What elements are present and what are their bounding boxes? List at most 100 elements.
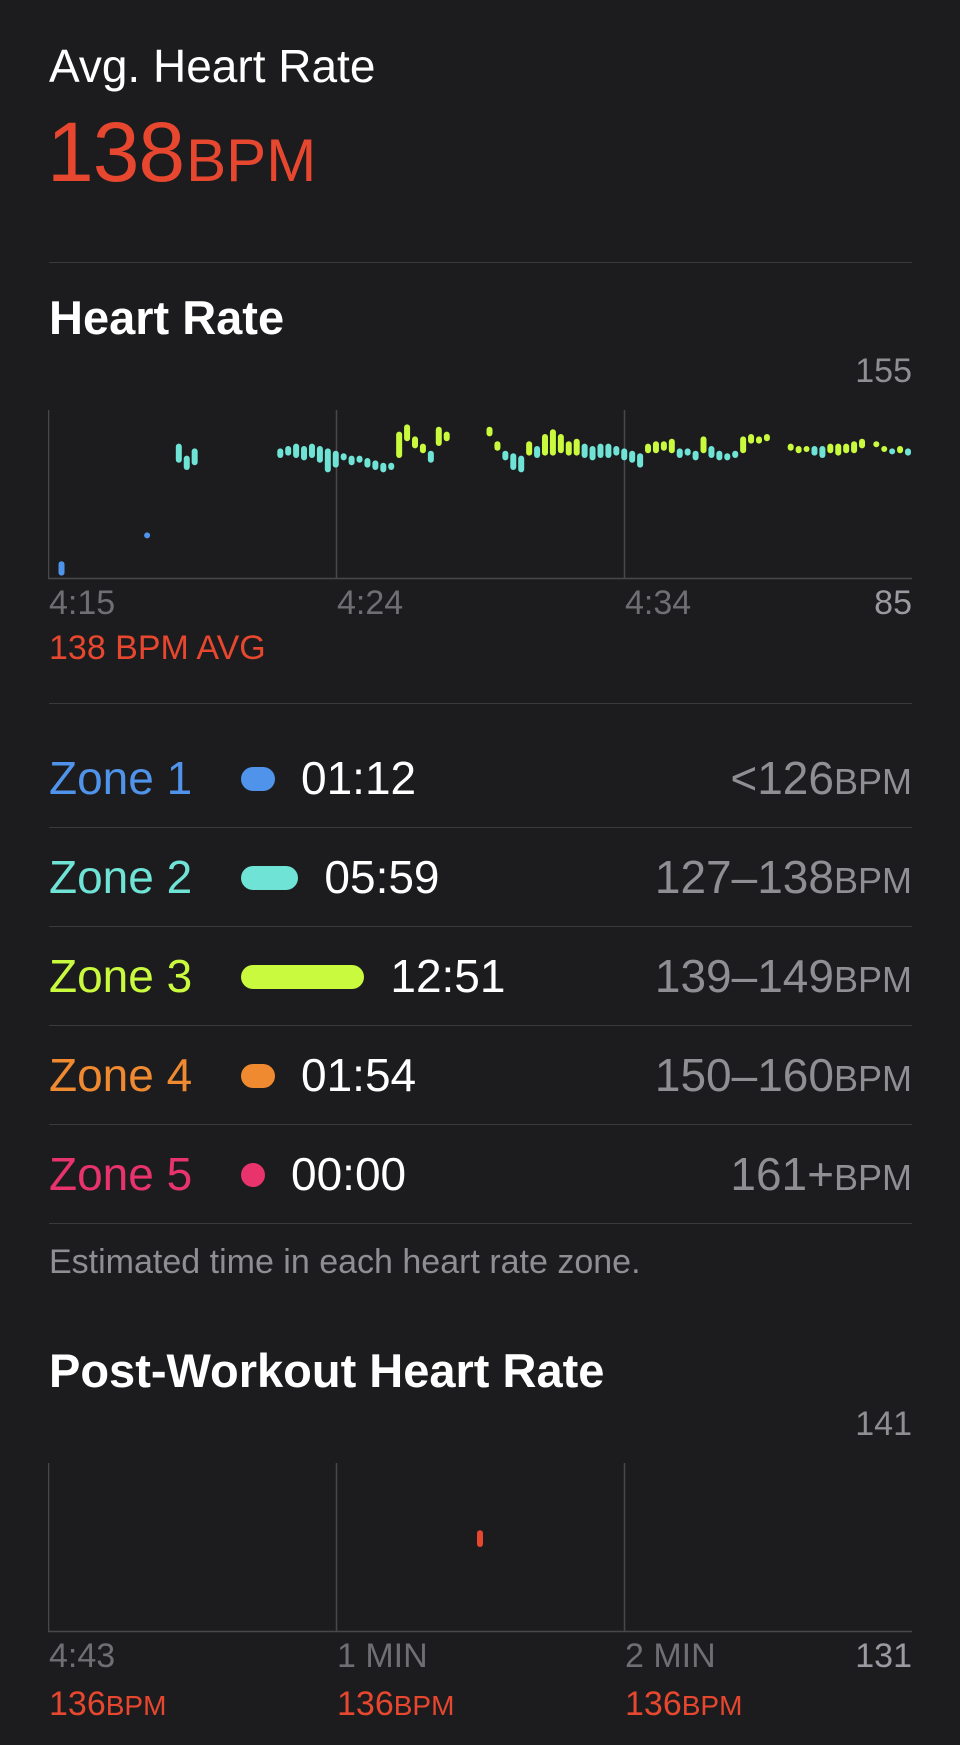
zone-name: Zone 5 <box>49 1148 193 1200</box>
zone-range-value: 161+ <box>730 1148 834 1200</box>
heart-rate-sample <box>873 441 880 448</box>
heart-rate-sample <box>308 443 315 458</box>
zone-range: 127–138BPM <box>655 850 912 908</box>
zone-name: Zone 4 <box>49 1049 193 1101</box>
heart-rate-sample <box>740 436 747 454</box>
heart-rate-sample <box>191 448 198 466</box>
hr-time-tick: 4:24 <box>337 584 404 622</box>
heart-rate-sample <box>541 434 548 456</box>
post-bpm-unit: BPM <box>393 1690 455 1721</box>
heart-rate-sample <box>356 455 363 463</box>
heart-rate-sample <box>565 441 572 456</box>
post-bpm-label: 136BPM <box>625 1684 742 1726</box>
post-workout-chart <box>48 1463 912 1633</box>
heart-rate-sample <box>843 443 850 454</box>
heart-rate-sample <box>589 446 596 461</box>
post-bpm-value: 136 <box>49 1685 106 1723</box>
zone-range-unit: BPM <box>833 860 912 901</box>
heart-rate-sample <box>324 448 331 473</box>
heart-rate-sample <box>700 436 707 454</box>
heart-rate-sample <box>175 443 182 463</box>
zone-bar <box>241 1163 265 1187</box>
heart-rate-sample <box>724 453 731 461</box>
zone-name: Zone 3 <box>49 950 193 1002</box>
zone-range: 161+BPM <box>730 1147 912 1205</box>
post-time-tick: 2 MIN <box>625 1637 716 1675</box>
hr-y-max-label: 155 <box>855 352 912 390</box>
heart-rate-sample <box>183 455 190 470</box>
zone-time: 05:59 <box>324 851 440 903</box>
zone-time: 12:51 <box>390 950 506 1002</box>
hr-time-tick: 4:15 <box>49 584 116 622</box>
divider <box>49 827 912 828</box>
heart-rate-sample <box>676 448 683 458</box>
heart-rate-sample <box>652 441 659 454</box>
heart-rate-sample <box>435 426 442 446</box>
heart-rate-sample <box>510 453 517 470</box>
heart-rate-sample <box>811 446 818 456</box>
avg-heart-rate-label: Avg. Heart Rate <box>49 40 376 92</box>
zone-bar <box>241 767 275 791</box>
heart-rate-sample <box>645 443 652 454</box>
heart-rate-sample <box>364 458 371 468</box>
heart-rate-sample <box>494 441 501 451</box>
post-workout-title: Post-Workout Heart Rate <box>49 1344 605 1397</box>
heart-rate-sample <box>787 443 794 451</box>
heart-rate-sample <box>477 1530 483 1547</box>
post-bpm-label: 136BPM <box>337 1684 454 1726</box>
heart-rate-sample <box>581 443 588 458</box>
zone-range-value: 150–160 <box>654 1049 834 1101</box>
heart-rate-sample <box>597 443 604 458</box>
zone-bar <box>241 866 299 890</box>
zone-time: 01:12 <box>301 752 417 804</box>
zone-range: 139–149BPM <box>655 949 912 1007</box>
zone-range-value: <126 <box>730 752 834 804</box>
post-bpm-value: 136 <box>337 1685 394 1723</box>
heart-rate-sample <box>573 438 580 456</box>
heart-rate-sample <box>388 462 395 470</box>
post-bpm-value: 136 <box>625 1685 682 1723</box>
post-y-max-label: 141 <box>855 1405 912 1443</box>
heart-rate-sample <box>486 426 493 437</box>
zone-range-unit: BPM <box>833 1058 912 1099</box>
zone-range-value: 127–138 <box>654 851 834 903</box>
zone-range-unit: BPM <box>833 959 912 1000</box>
zone-name: Zone 1 <box>49 752 193 804</box>
zone-row: Zone 5 00:00 161+BPM <box>49 1125 912 1224</box>
zone-name: Zone 2 <box>49 851 193 903</box>
post-time-tick: 1 MIN <box>337 1637 428 1675</box>
heart-rate-sample <box>518 455 525 473</box>
heart-rate-sample <box>549 429 556 456</box>
avg-value-unit: BPM <box>186 127 317 194</box>
heart-rate-sample <box>827 443 834 454</box>
zone-range-value: 139–149 <box>654 950 834 1002</box>
heart-rate-sample <box>748 434 755 444</box>
heart-rate-sample <box>412 436 419 449</box>
zone-range-unit: BPM <box>833 761 912 802</box>
heart-rate-sample <box>348 455 355 466</box>
divider <box>49 262 912 263</box>
heart-rate-sample <box>692 450 699 461</box>
heart-rate-sample <box>819 446 826 458</box>
heart-rate-sample <box>316 446 323 463</box>
heart-rate-sample <box>443 431 450 442</box>
zone-row: Zone 1 01:12 <126BPM <box>49 729 912 828</box>
zone-row: Zone 4 01:54 150–160BPM <box>49 1026 912 1125</box>
zone-range: 150–160BPM <box>655 1048 912 1106</box>
divider <box>49 1124 912 1125</box>
post-bpm-unit: BPM <box>681 1690 743 1721</box>
heart-rate-sample <box>526 441 533 456</box>
heart-rate-sample <box>795 446 802 454</box>
zone-time: 01:54 <box>301 1049 417 1101</box>
heart-rate-sample <box>144 532 151 539</box>
zone-row: Zone 3 12:51 139–149BPM <box>49 927 912 1026</box>
heart-rate-title: Heart Rate <box>49 291 285 344</box>
zone-range-unit: BPM <box>833 1157 912 1198</box>
avg-value-number: 138 <box>47 105 185 199</box>
heart-rate-chart <box>48 410 912 580</box>
heart-rate-sample <box>763 434 770 442</box>
heart-rate-sample <box>660 441 667 451</box>
heart-rate-sample <box>427 450 434 463</box>
heart-rate-sample <box>859 438 866 449</box>
heart-rate-sample <box>897 446 904 454</box>
